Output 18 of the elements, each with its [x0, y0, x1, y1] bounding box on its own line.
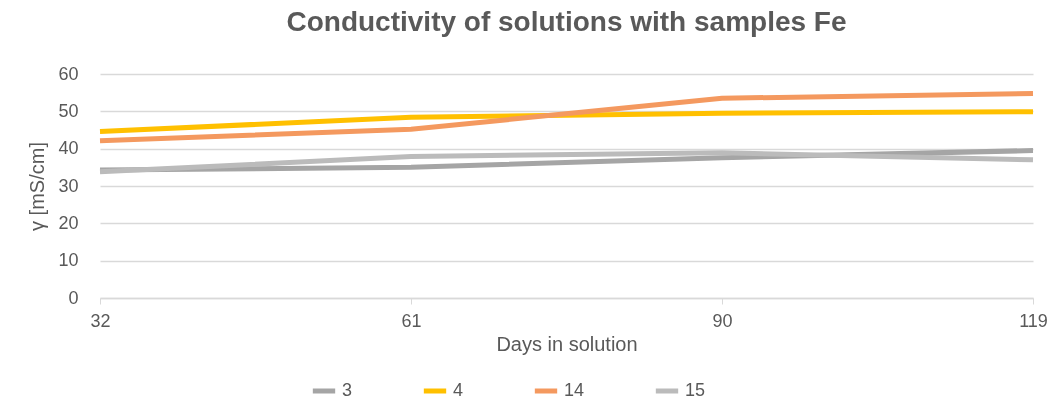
y-tick-label: 50 [58, 100, 79, 121]
y-tick-label: 10 [58, 250, 79, 271]
y-tick-label: 0 [68, 287, 79, 308]
chart-title: Conductivity of solutions with samples Fe [286, 6, 847, 37]
x-tick-label: 119 [1019, 310, 1048, 331]
x-tick-label: 32 [90, 310, 111, 331]
x-axis-title: Days in solution [496, 332, 638, 355]
legend-label: 4 [453, 380, 464, 400]
y-tick-label: 60 [58, 63, 79, 84]
y-tick-label: 30 [58, 175, 79, 196]
y-tick-label: 40 [58, 138, 79, 159]
legend-label: 3 [342, 380, 353, 400]
y-tick-label: 20 [58, 212, 79, 233]
y-axis-title: γ [mS/cm] [26, 142, 49, 231]
legend-label: 15 [685, 380, 706, 400]
x-tick-label: 61 [401, 310, 422, 331]
x-tick-label: 90 [712, 310, 733, 331]
legend-label: 14 [564, 380, 585, 400]
